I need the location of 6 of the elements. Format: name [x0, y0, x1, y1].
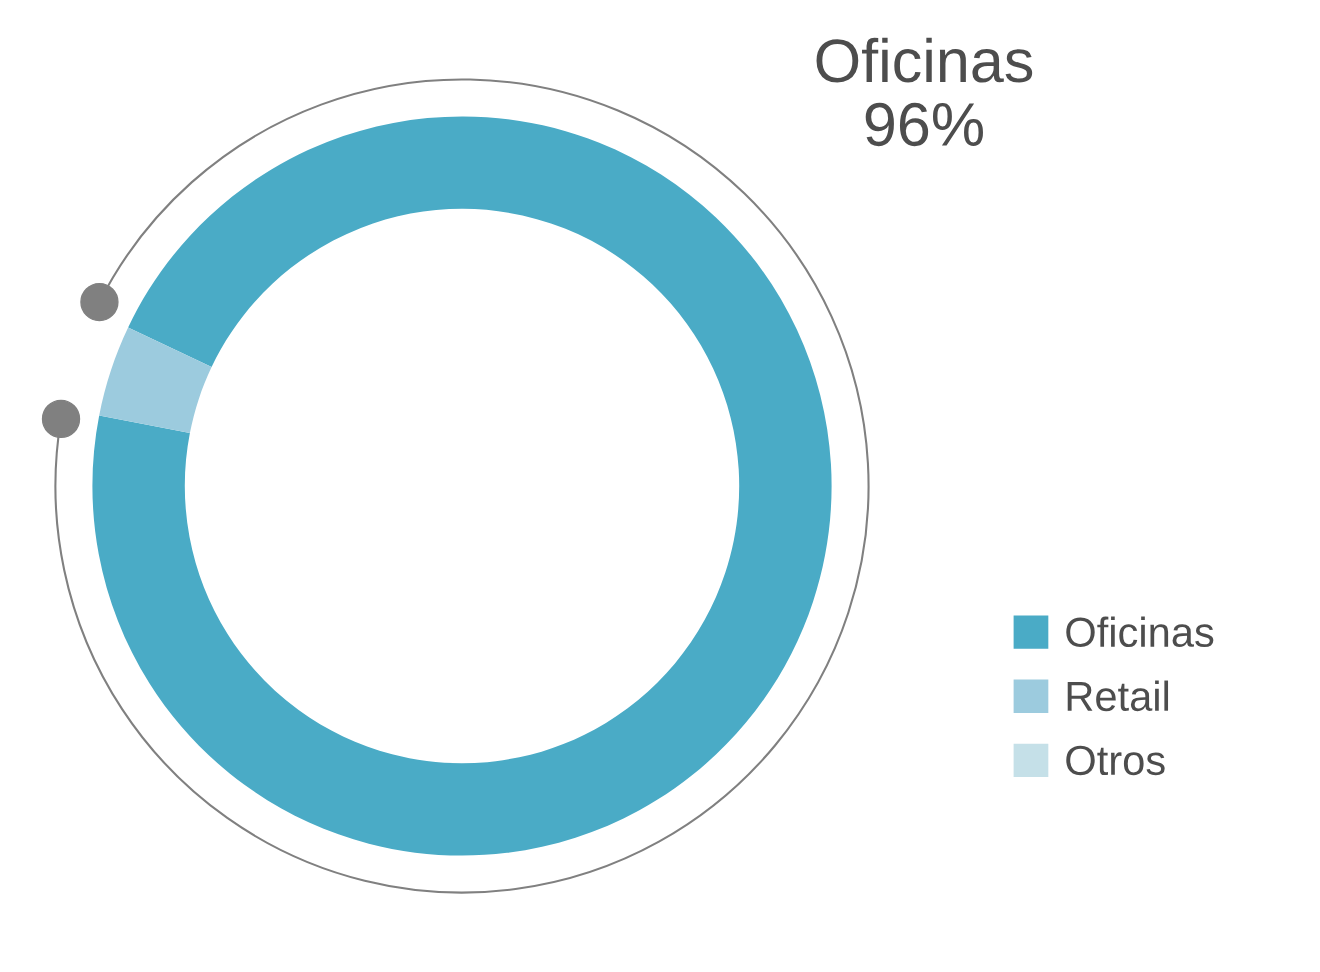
legend-label: Otros [1066, 745, 1165, 776]
legend-label: Oficinas [1066, 616, 1214, 648]
donut-slice [99, 327, 212, 434]
text: Oficinas 96% [816, 37, 1033, 147]
donut-slice [92, 116, 832, 856]
legend-label: Retail [1067, 680, 1169, 712]
